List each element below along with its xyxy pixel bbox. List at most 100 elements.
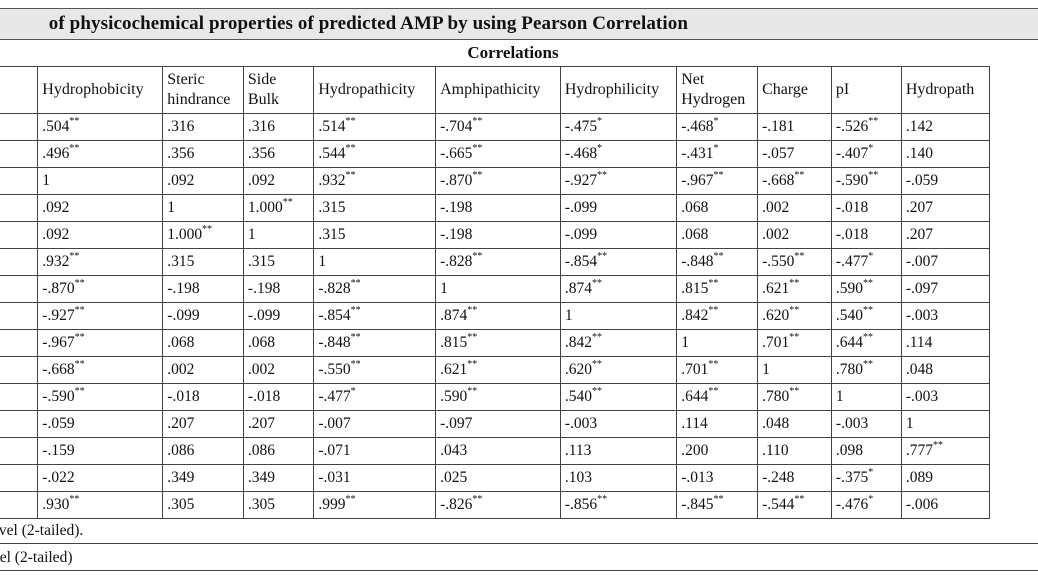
table-row: .496** .356.356.544** -.665** -.468* -.431* -… xyxy=(0,140,991,168)
table-cell: .590** xyxy=(830,275,902,303)
column-header-text: Side xyxy=(247,71,277,88)
table-cell: .621** xyxy=(435,356,561,384)
table-row: 31*-.967**.068.068-.848**.815**.842**1.7… xyxy=(0,329,991,357)
table-cell: -.468* xyxy=(559,140,678,168)
table-cell: .089 xyxy=(900,464,991,492)
table-cell: -.198 xyxy=(242,275,315,303)
table-cell: -.590** xyxy=(830,167,902,195)
table-cell: -.826** xyxy=(435,491,561,519)
column-header: Hydropathicity xyxy=(313,66,437,114)
table-cell: -.870** xyxy=(37,275,164,303)
table-cell: .780** xyxy=(757,383,832,411)
table-row: 58*-.927**-.099-.099-.854**.874**1.842**… xyxy=(0,302,991,330)
table-cell: .305 xyxy=(162,491,244,519)
table-cell: -.198 xyxy=(435,194,561,222)
table-title-bar: of physicochemical properties of predict… xyxy=(0,8,1038,40)
table-cell: .207 xyxy=(900,221,991,249)
table-row: 4**.932**.315.3151-.828**-.854**-.848**-… xyxy=(0,248,991,276)
table-cell: .777** xyxy=(900,437,991,465)
table-cell: .207 xyxy=(242,410,315,438)
table-cell: -.848** xyxy=(676,248,759,276)
table-cell: .207 xyxy=(162,410,244,438)
table-cell: .068 xyxy=(676,194,759,222)
table-cell: .496** xyxy=(37,140,164,168)
column-header: Steric hindrance xyxy=(162,66,244,114)
table-cell: .048 xyxy=(757,410,832,438)
table-body: 7**.504**.316.316.514**-.704**-.475*-.46… xyxy=(0,113,991,519)
footnote-1: evel (2-tailed). xyxy=(0,518,1038,544)
footnote-2: vel (2-tailed) xyxy=(0,545,1038,571)
table-cell: -.097 xyxy=(900,275,991,303)
table-row: 07*-.590**-.018-.018-.477*.590**.540**.6… xyxy=(0,383,991,411)
table-cell: 3 xyxy=(0,464,39,492)
table-cell: .356 xyxy=(242,140,315,168)
table-cell: .092 xyxy=(37,221,164,249)
table-cell: .092 xyxy=(37,194,164,222)
table-cell: .002 xyxy=(757,194,832,222)
table-cell: .349 xyxy=(162,464,244,492)
table-cell: .068 xyxy=(162,329,244,357)
column-header: Net Hydrogen xyxy=(676,66,759,114)
table-cell: 0 xyxy=(0,437,39,465)
table-cell: -.248 xyxy=(757,464,832,492)
table-cell: -.477* xyxy=(830,248,902,276)
table-cell: -.476* xyxy=(830,491,902,519)
column-header-text: Amphipathicity xyxy=(440,81,541,98)
column-header: Charge xyxy=(757,66,832,114)
table-cell: -.018 xyxy=(830,194,902,222)
table-cell: 5 xyxy=(0,221,39,249)
table-cell: .540** xyxy=(559,383,678,411)
column-header: Hydropath xyxy=(900,66,991,114)
table-cell: -.967** xyxy=(37,329,164,357)
table-cell: -.477* xyxy=(313,383,437,411)
table-cell: -.870** xyxy=(435,167,561,195)
table-cell: .540** xyxy=(830,302,902,330)
table-cell: -.013 xyxy=(676,464,759,492)
table-cell: -.007 xyxy=(313,410,437,438)
table-cell: -.018 xyxy=(830,221,902,249)
table-cell: 1 xyxy=(435,275,561,303)
table-cell: .315 xyxy=(313,194,437,222)
table-cell: -.475* xyxy=(559,113,678,141)
table-cell: -.668** xyxy=(757,167,832,195)
table-cell: 58* xyxy=(0,302,39,330)
table-cell: .349 xyxy=(242,464,315,492)
column-header-text: Charge xyxy=(762,81,808,98)
table-row: 5.09211.000**.315-.198-.099.068.002-.018… xyxy=(0,194,991,222)
table-cell: 1.000** xyxy=(242,194,315,222)
table-cell: .315 xyxy=(313,221,437,249)
table-cell: .086 xyxy=(242,437,315,465)
header-row: tidessHydrophobicity Steric hindrance Side B… xyxy=(0,66,991,114)
table-cell: 5** xyxy=(0,491,39,519)
table-row: 55**-.870**-.198-.198-.828**1.874**.815*… xyxy=(0,275,991,303)
table-cell: .140 xyxy=(900,140,991,168)
table-cell: -.927** xyxy=(37,302,164,330)
table-cell: -.099 xyxy=(162,302,244,330)
column-header-text: Hydropathicity xyxy=(318,81,416,98)
table-cell: .701** xyxy=(757,329,832,357)
table-cell: 1 xyxy=(37,167,164,195)
column-header-text: Hydrophilicity xyxy=(564,81,660,98)
table-cell: .114 xyxy=(900,329,991,357)
table-cell: .305 xyxy=(242,491,315,519)
table-cell: -.828** xyxy=(313,275,437,303)
table-cell: 31* xyxy=(0,329,39,357)
table-cell: -.003 xyxy=(900,302,991,330)
column-header-text: Steric xyxy=(167,71,205,88)
table-cell: -.590** xyxy=(37,383,164,411)
table-cell: .316 xyxy=(162,113,244,141)
table-cell: .932** xyxy=(37,248,164,276)
column-header-text: Bulk xyxy=(247,91,280,108)
table-cell: .110 xyxy=(757,437,832,465)
table-cell: .068 xyxy=(676,221,759,249)
column-header: Side Bulk xyxy=(242,66,315,114)
table-row: 3-.022.349.349-.031.025.103-.013-.248-.3… xyxy=(0,464,991,492)
table-cell: 0 xyxy=(0,410,39,438)
table-cell: -.550** xyxy=(757,248,832,276)
table-cell: -.057 xyxy=(757,140,832,168)
table-cell: 1 xyxy=(830,383,902,411)
table-row: 5**.930**.305.305.999**-.826**-.856**-.8… xyxy=(0,491,991,519)
table-cell: -.375* xyxy=(830,464,902,492)
table-cell: .815** xyxy=(676,275,759,303)
table-cell: .207 xyxy=(900,194,991,222)
